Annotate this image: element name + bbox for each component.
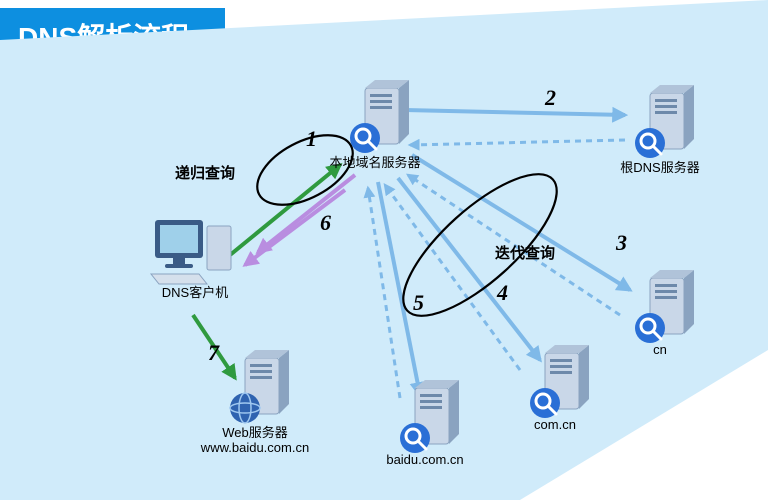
step-label-3: 3 xyxy=(616,230,627,256)
query-label-1: 迭代查询 xyxy=(495,242,555,263)
node-label-comcn: com.cn xyxy=(534,417,576,432)
node-label-local: 本地域名服务器 xyxy=(329,152,420,171)
query-label-0: 递归查询 xyxy=(175,162,235,183)
node-label-baiducn: baidu.com.cn xyxy=(386,452,463,467)
node-label-client: DNS客户机 xyxy=(162,282,228,301)
step-label-5: 5 xyxy=(413,290,424,316)
step-label-1: 1 xyxy=(306,126,317,152)
node-label-web: Web服务器 xyxy=(222,422,288,441)
step-label-2: 2 xyxy=(545,85,556,111)
diagram-svg xyxy=(0,0,768,500)
diagram-canvas: DNS解析流程 DNS客户机本地域名服务器根DNS服务器cncom.cnbaid… xyxy=(0,0,768,500)
step-label-6: 6 xyxy=(320,210,331,236)
node-sublabel-web: www.baidu.com.cn xyxy=(201,440,309,455)
step-label-7: 7 xyxy=(208,340,219,366)
node-label-cn: cn xyxy=(653,342,667,357)
step-label-4: 4 xyxy=(497,280,508,306)
node-label-root: 根DNS服务器 xyxy=(620,157,699,176)
